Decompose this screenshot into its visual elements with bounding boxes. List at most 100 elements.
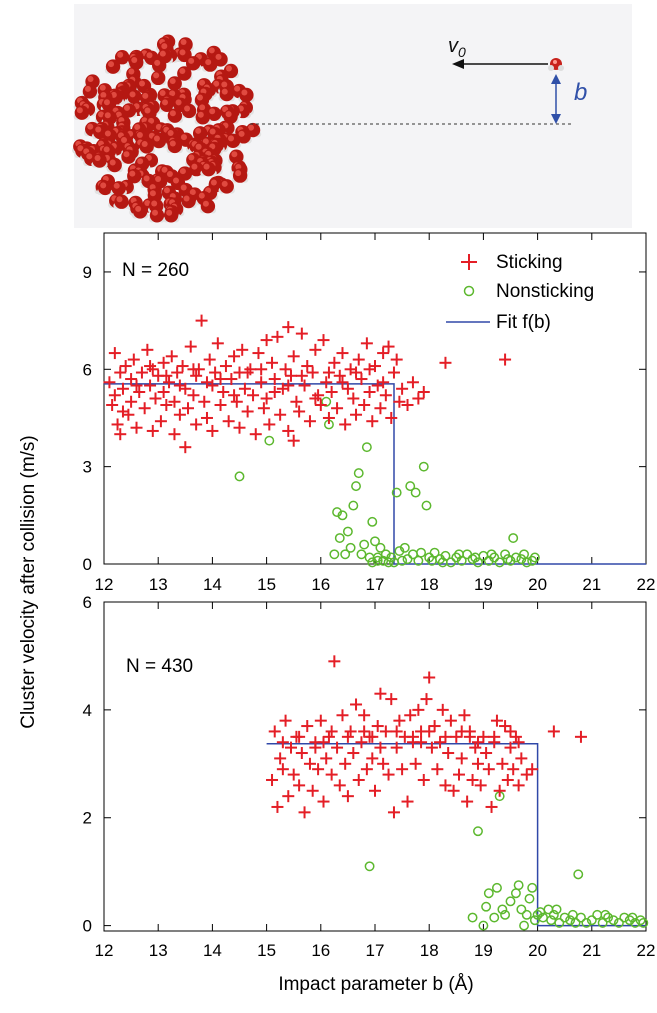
nonsticking-point [483,888,494,899]
sticking-point [274,408,287,421]
cluster-molecule [138,139,155,154]
x-tick-label: 22 [637,575,656,594]
sticking-point [374,402,387,415]
sticking-point [363,363,376,376]
sticking-point [341,382,354,395]
nonsticking-point [627,912,638,923]
nonsticking-point [386,552,397,563]
sticking-point [241,405,254,418]
sticking-point [374,687,387,700]
sticking-point [255,376,268,389]
sticking-point [322,411,335,424]
y-tick-label: 6 [83,360,92,379]
nonsticking-point [483,555,494,566]
sticking-point [377,376,390,389]
nonsticking-point [613,917,624,928]
sticking-point [263,418,276,431]
nonsticking-point [467,912,478,923]
sticking-point [390,353,403,366]
sticking-point [406,376,419,389]
sticking-point [385,693,398,706]
sticking-point [485,800,498,813]
x-axis-label: Impact parameter b (Å) [278,974,473,995]
sticking-point [504,741,517,754]
nonsticking-point [500,909,511,920]
sticking-point [453,768,466,781]
sticking-point [439,779,452,792]
sticking-point [282,321,295,334]
sticking-point [420,693,433,706]
sticking-point [366,415,379,428]
sticking-point [171,366,184,379]
nonsticking-point [437,557,448,568]
sticking-point [469,741,482,754]
nonsticking-point [359,539,370,550]
sticking-point [493,784,506,797]
sticking-point [369,784,381,797]
x-tick-label: 18 [420,941,439,960]
sticking-point [125,395,138,408]
sticking-point [412,703,425,716]
sticking-point [322,730,335,743]
cluster-molecule [131,204,149,219]
sticking-point [547,725,560,738]
sticking-point [507,763,520,776]
nonsticking-point [454,549,464,560]
sticking-point [363,386,376,399]
fit-line [104,383,646,565]
nonsticking-point [332,507,343,518]
nonsticking-point [492,882,502,893]
sticking-point [103,376,116,389]
data-points-top [103,314,540,568]
sticking-point [425,741,438,754]
sticking-point [230,395,243,408]
nonsticking-point [389,557,399,568]
x-tick-label: 17 [366,575,385,594]
sticking-point [377,757,390,770]
sticking-point [477,730,490,743]
sticking-point [138,402,151,415]
sticking-point [358,398,371,411]
sticking-point [504,725,517,738]
sticking-point [396,382,409,395]
sticking-point [260,392,273,405]
nonsticking-point [581,917,592,928]
x-tick-label: 21 [582,575,601,594]
x-tick-label: 18 [420,575,439,594]
nonsticking-point [421,500,432,511]
sticking-point [328,655,341,668]
sticking-point [133,386,146,399]
sticking-point [282,790,295,803]
sticking-point [434,736,447,749]
x-tick-label: 15 [257,575,276,594]
sticking-point [279,714,292,727]
sticking-point [293,405,306,418]
nonsticking-point [478,920,489,931]
sticking-point [458,709,471,722]
sticking-point [574,730,587,743]
nonsticking-point [353,468,364,479]
projectile-molecule [548,58,564,71]
legend-label-nonsticking: Nonsticking [496,281,594,302]
nonsticking-point [345,542,356,553]
x-tick-label: 13 [149,575,168,594]
sticking-point [436,703,449,716]
nonsticking-point [337,510,348,521]
sticking-point [257,402,270,415]
sticking-point [114,428,127,441]
sticking-point [336,347,349,360]
sticking-point [303,757,316,770]
sticking-point [295,327,308,340]
cluster-molecule [148,208,166,223]
cluster-molecule [120,149,137,164]
sticking-point [200,376,213,389]
nonsticking-point [505,896,516,907]
sticking-point [317,334,330,347]
fit-line-bottom [266,743,646,927]
cluster-molecule [231,168,249,183]
nonsticking-point [473,826,483,837]
sticking-point [238,382,251,395]
sticking-point [295,369,308,382]
sticking-point [290,395,303,408]
sticking-point [287,768,300,781]
